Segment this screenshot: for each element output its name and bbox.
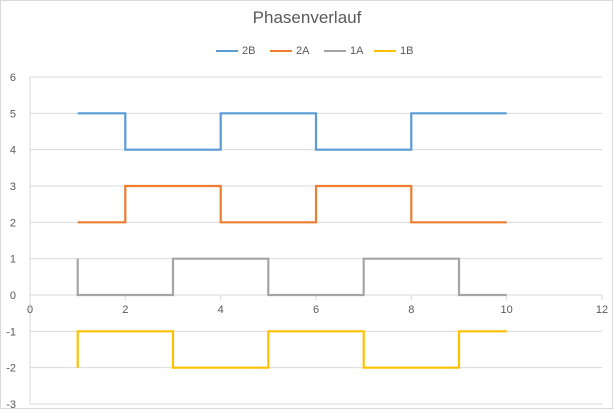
y-tick-label: 1 [10,254,16,266]
y-tick-label: 6 [10,72,16,84]
legend-label: 1B [400,45,414,57]
y-tick-label: 0 [10,290,16,302]
legend-label: 2B [242,45,256,57]
legend-swatch [216,50,238,52]
legend-label: 1A [350,45,364,57]
x-tick-label: 12 [596,304,608,316]
y-tick-label: -2 [6,363,16,375]
legend-swatch [270,50,292,52]
legend-swatch [374,50,396,52]
series-line-1B [76,330,507,369]
x-tick-label: 2 [122,304,128,316]
y-tick-label: 4 [10,145,16,157]
y-tick-label: -1 [6,326,16,338]
legend-swatch [324,50,346,52]
legend-label: 2A [296,45,310,57]
x-tick-label: 8 [408,304,414,316]
x-tick-label: 6 [313,304,319,316]
series-line-2A [77,184,507,224]
y-tick-label: 3 [10,181,16,193]
y-tick-label: 5 [10,108,16,120]
x-tick-label: 10 [501,304,513,316]
x-tick-label: 0 [27,304,33,316]
x-tick-label: 4 [218,304,224,316]
series-line-2B [77,112,507,151]
y-tick-label: -3 [6,399,16,410]
y-tick-label: 2 [10,217,16,229]
chart-title: Phasenverlauf [252,8,362,27]
legend: 2B 2A 1A 1B [0,44,614,58]
series-line-1A [76,257,507,297]
